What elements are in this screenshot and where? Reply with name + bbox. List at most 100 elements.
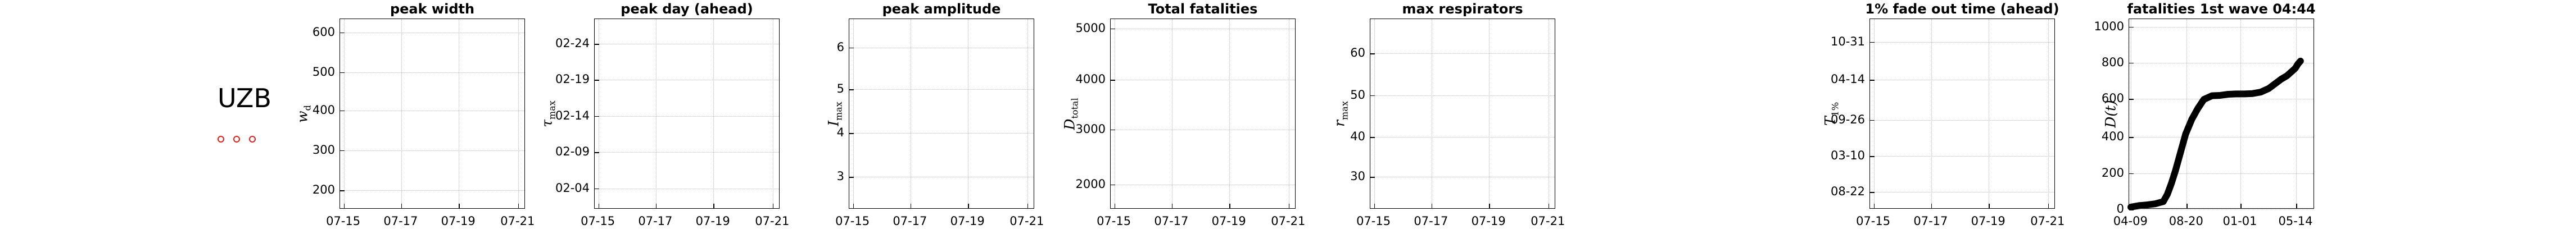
data-point	[2201, 97, 2207, 103]
gridline-horizontal	[1870, 42, 2054, 43]
y-tick-label: 5	[836, 82, 844, 96]
x-tick-label: 07-21	[2030, 214, 2065, 228]
x-tick-label: 07-15	[1356, 214, 1391, 228]
y-tick-label: 300	[312, 143, 335, 157]
gridline-vertical	[2048, 19, 2049, 208]
x-tick-mark	[1489, 204, 1490, 208]
x-tick-label: 07-15	[581, 214, 615, 228]
gridline-vertical	[401, 19, 402, 208]
x-tick-mark	[2186, 204, 2188, 208]
x-tick-label: 07-19	[441, 214, 476, 228]
gridline-vertical	[1489, 19, 1490, 208]
country-marker	[233, 136, 240, 143]
y-axis-label: D(t)	[2102, 99, 2119, 128]
x-tick-label: 07-15	[1097, 214, 1131, 228]
chart-title: peak amplitude	[882, 1, 1001, 17]
gridline-horizontal	[2129, 209, 2314, 210]
chart-axes	[2127, 19, 2314, 210]
data-point	[2164, 191, 2170, 198]
data-point	[2183, 131, 2189, 137]
y-tick-label: 04-14	[1830, 72, 1865, 86]
y-tick-label: 50	[1350, 88, 1365, 102]
data-point	[2258, 89, 2264, 95]
gridline-horizontal	[1870, 120, 2054, 121]
y-tick-mark	[595, 116, 599, 117]
chart-title: Total fatalities	[1148, 1, 1258, 17]
x-tick-mark	[1027, 204, 1029, 208]
x-tick-label: 05-14	[2278, 214, 2313, 228]
x-tick-label: 07-17	[383, 214, 418, 228]
x-tick-mark	[1931, 204, 1932, 208]
gridline-vertical	[518, 19, 519, 208]
chart-axes	[339, 19, 525, 209]
x-tick-label: 07-19	[950, 214, 985, 228]
x-tick-label: 07-21	[1271, 214, 1306, 228]
x-tick-label: 07-19	[695, 214, 730, 228]
data-point	[2288, 69, 2294, 75]
x-tick-mark	[1431, 204, 1433, 208]
x-tick-mark	[2048, 204, 2049, 208]
y-tick-mark	[2129, 137, 2134, 138]
country-marker	[218, 136, 224, 143]
y-tick-label: 08-22	[1830, 185, 1865, 199]
y-tick-mark	[2129, 62, 2134, 64]
y-tick-label: 60	[1350, 46, 1365, 60]
gridline-vertical	[1873, 19, 1875, 208]
y-tick-label: 02-24	[555, 36, 590, 51]
gridline-vertical	[1931, 19, 1932, 208]
y-tick-label: 500	[312, 65, 335, 79]
x-tick-mark	[655, 204, 657, 208]
gridline-horizontal	[340, 150, 524, 151]
data-point	[2172, 167, 2179, 173]
y-tick-mark	[595, 80, 599, 81]
y-tick-mark	[595, 188, 599, 190]
data-point	[2168, 180, 2175, 186]
y-tick-label: 02-09	[555, 145, 590, 159]
x-tick-label: 07-17	[1913, 214, 1948, 228]
x-tick-label: 07-21	[755, 214, 790, 228]
data-point	[2278, 76, 2284, 82]
y-tick-mark	[340, 72, 345, 74]
y-tick-mark	[1870, 80, 1875, 81]
x-tick-label: 07-15	[1856, 214, 1891, 228]
x-tick-mark	[968, 204, 969, 208]
y-tick-label: 200	[312, 183, 335, 197]
x-tick-mark	[598, 204, 600, 208]
x-tick-mark	[1873, 204, 1875, 208]
y-tick-label: 02-14	[555, 108, 590, 122]
y-axis-label: Dtotal	[1061, 97, 1080, 130]
y-tick-mark	[2129, 99, 2134, 100]
gridline-horizontal	[595, 152, 779, 153]
y-tick-label: 3000	[1075, 122, 1106, 136]
y-tick-label: 3	[836, 169, 844, 183]
gridline-vertical	[655, 19, 657, 208]
chart-title: peak width	[390, 1, 475, 17]
y-axis-label: τmax	[538, 100, 558, 127]
x-tick-mark	[853, 204, 854, 208]
chart-axes	[594, 19, 780, 209]
gridline-horizontal	[849, 89, 1034, 90]
data-point	[2292, 65, 2298, 71]
y-tick-label: 30	[1350, 169, 1365, 183]
data-point	[2272, 81, 2278, 87]
chart-title: peak day (ahead)	[621, 1, 753, 17]
x-tick-label: 07-17	[1414, 214, 1448, 228]
y-tick-label: 03-10	[1830, 149, 1865, 163]
x-tick-mark	[2296, 204, 2297, 208]
y-tick-mark	[849, 89, 854, 90]
x-tick-mark	[1114, 204, 1116, 208]
y-tick-mark	[1111, 184, 1115, 186]
x-tick-label: 07-19	[1471, 214, 1506, 228]
x-tick-label: 07-17	[638, 214, 673, 228]
y-tick-mark	[340, 32, 345, 34]
x-tick-mark	[1288, 204, 1290, 208]
x-tick-mark	[1374, 204, 1375, 208]
country-label: UZB	[218, 83, 271, 113]
x-tick-mark	[343, 204, 345, 208]
x-tick-mark	[459, 204, 460, 208]
x-tick-label: 08-20	[2168, 214, 2203, 228]
gridline-vertical	[2296, 19, 2297, 208]
y-tick-label: 200	[2101, 166, 2124, 180]
gridline-horizontal	[1370, 95, 1555, 96]
x-tick-label: 07-17	[893, 214, 927, 228]
